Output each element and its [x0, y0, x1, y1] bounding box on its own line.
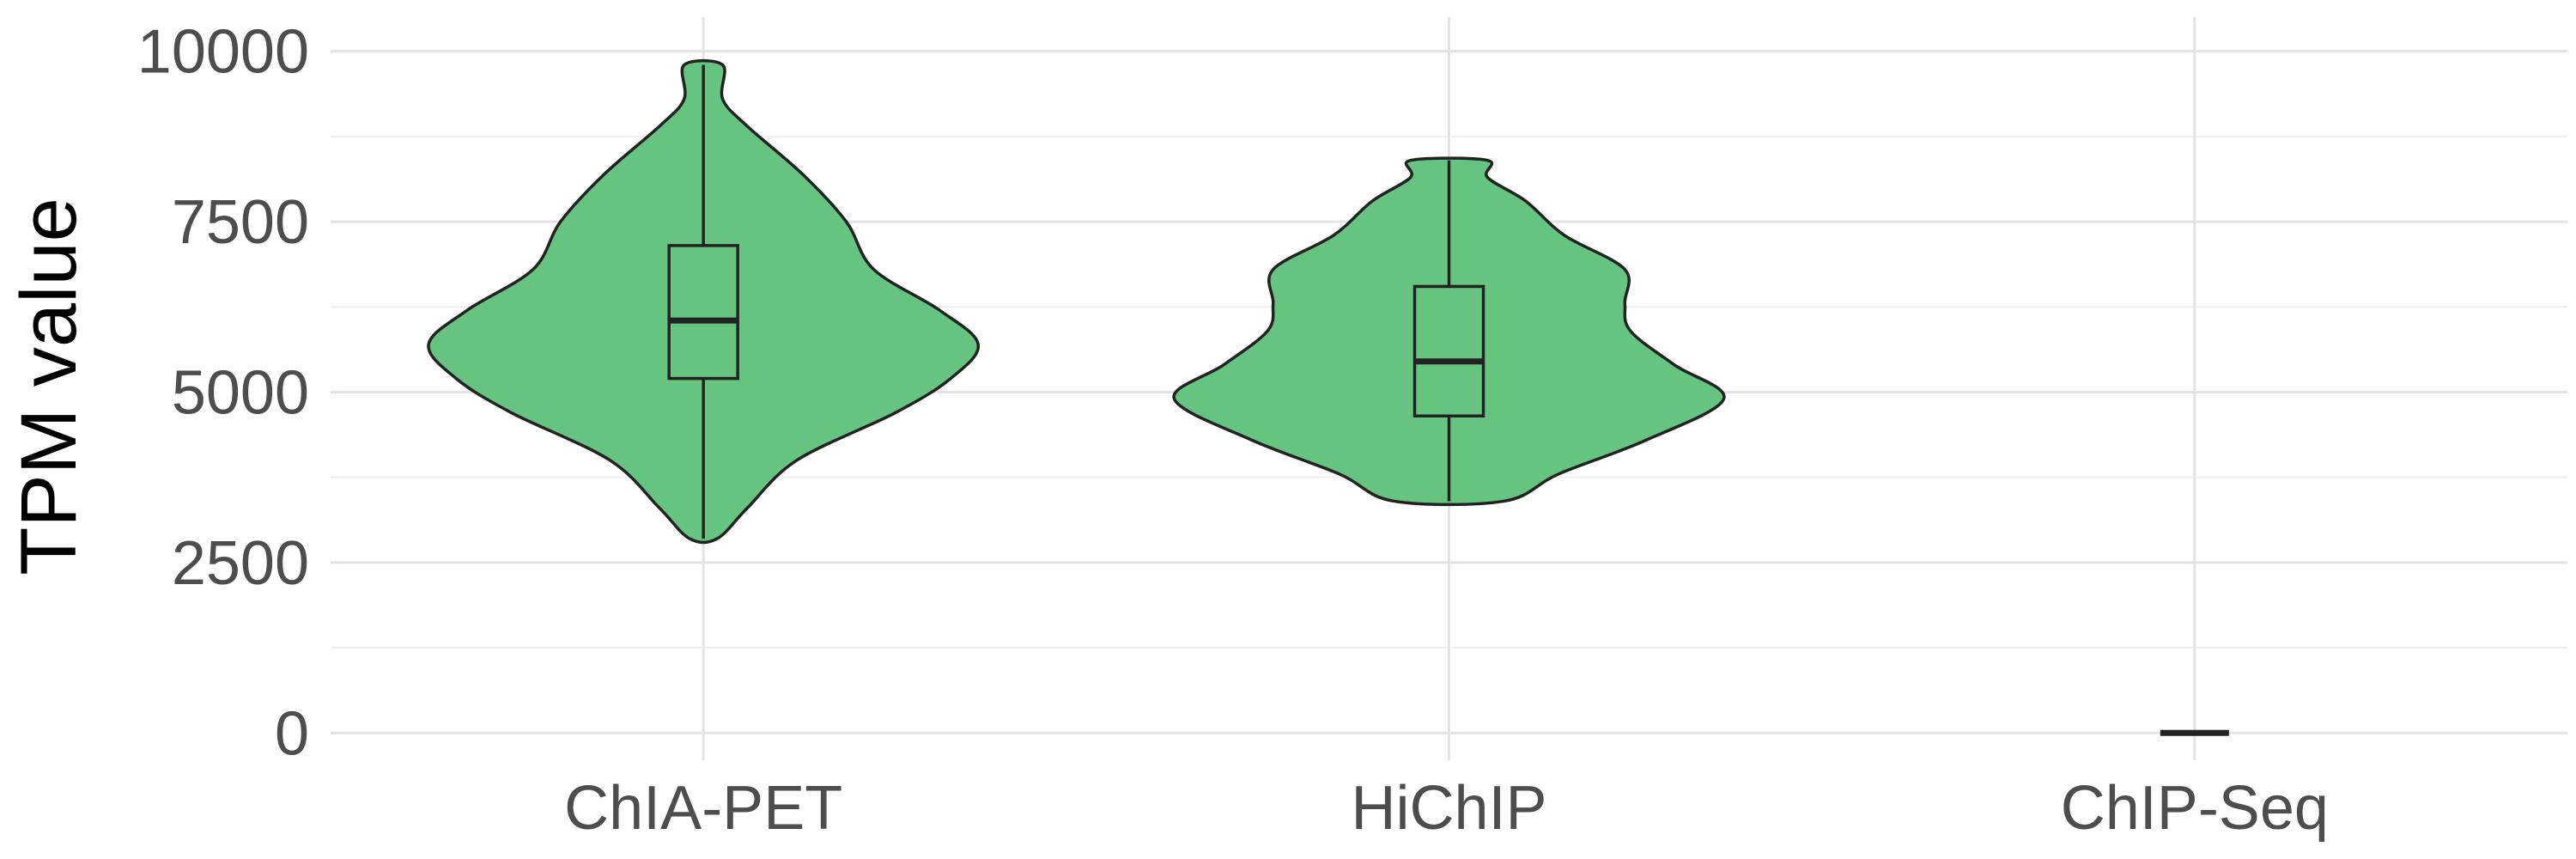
- violin-group: [427, 58, 980, 545]
- box-iqr: [1413, 284, 1485, 417]
- x-tick-label: ChIA-PET: [564, 774, 842, 843]
- y-axis-ticks: 0 2500 5000 7500 10000: [137, 18, 309, 769]
- y-tick-label: 5000: [172, 358, 309, 427]
- y-tick-label: 10000: [137, 18, 309, 87]
- y-axis-title: TPM value: [5, 198, 93, 576]
- violin-group: [1172, 156, 1726, 507]
- y-tick-label: 2500: [172, 529, 309, 598]
- x-axis-ticks: ChIA-PET HiChIP ChIP-Seq: [564, 774, 2329, 843]
- y-tick-label: 0: [275, 699, 309, 768]
- violin-layer: [427, 58, 2229, 736]
- y-tick-label: 7500: [172, 188, 309, 257]
- box-iqr: [667, 244, 739, 381]
- x-tick-label: ChIP-Seq: [2061, 774, 2329, 843]
- x-tick-label: HiChIP: [1351, 774, 1546, 843]
